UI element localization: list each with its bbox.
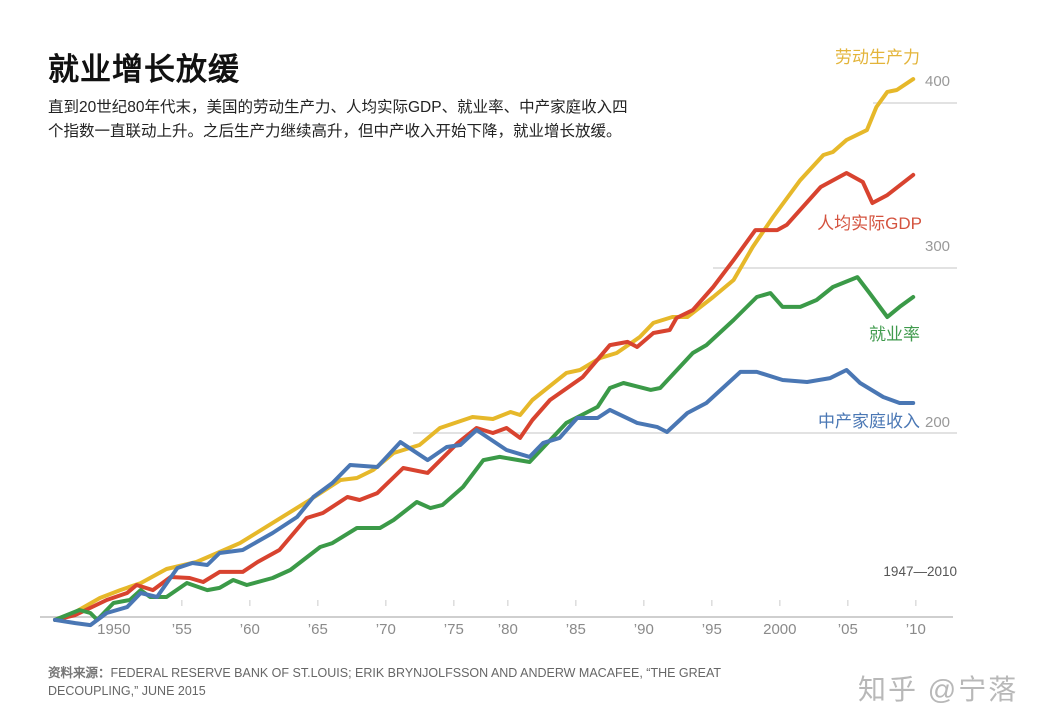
series-label: 中产家庭收入 [818, 412, 920, 431]
y-tick-label: 400 [925, 73, 950, 90]
y-tick-label: 300 [925, 238, 950, 255]
series-line [53, 171, 916, 622]
source-note: 资料来源：FEDERAL RESERVE BANK OF ST.LOUIS; E… [48, 664, 808, 700]
x-tick-label: ’80 [498, 621, 518, 638]
series-line [53, 77, 916, 622]
series-label: 劳动生产力 [835, 48, 920, 67]
series-label: 人均实际GDP [817, 214, 922, 233]
x-tick-label: ’70 [376, 621, 396, 638]
y-tick-label: 200 [925, 414, 950, 431]
x-tick-label: ’65 [308, 621, 328, 638]
source-text: FEDERAL RESERVE BANK OF ST.LOUIS; ERIK B… [48, 666, 721, 698]
x-tick-label: ’95 [702, 621, 722, 638]
series-label: 就业率 [869, 325, 920, 344]
x-tick-label: ’05 [838, 621, 858, 638]
series-line [53, 275, 916, 622]
source-label: 资料来源： [48, 666, 111, 680]
x-tick-label: ’55 [172, 621, 192, 638]
x-tick-label: ’60 [240, 621, 260, 638]
date-range-label: 1947—2010 [883, 564, 957, 579]
watermark: 知乎 @宁落 [858, 674, 1019, 705]
x-tick-label: 1950 [97, 621, 130, 638]
chart-title: 就业增长放缓 [48, 52, 240, 87]
x-tick-label: ’10 [906, 621, 926, 638]
x-tick-label: ’75 [444, 621, 464, 638]
x-tick-label: ’85 [566, 621, 586, 638]
series-line [53, 368, 916, 628]
x-tick-label: 2000 [763, 621, 796, 638]
x-tick-label: ’90 [634, 621, 654, 638]
chart-description: 直到20世纪80年代末，美国的劳动生产力、人均实际GDP、就业率、中产家庭收入四… [48, 99, 628, 140]
